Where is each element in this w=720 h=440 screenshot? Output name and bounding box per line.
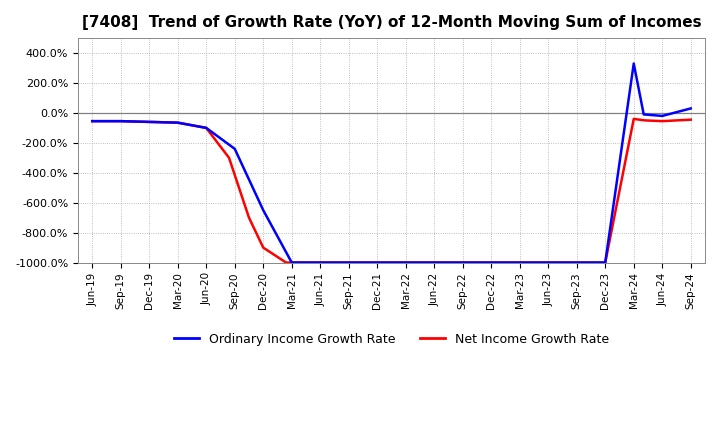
Legend: Ordinary Income Growth Rate, Net Income Growth Rate: Ordinary Income Growth Rate, Net Income … [168,327,614,351]
Title: [7408]  Trend of Growth Rate (YoY) of 12-Month Moving Sum of Incomes: [7408] Trend of Growth Rate (YoY) of 12-… [81,15,701,30]
